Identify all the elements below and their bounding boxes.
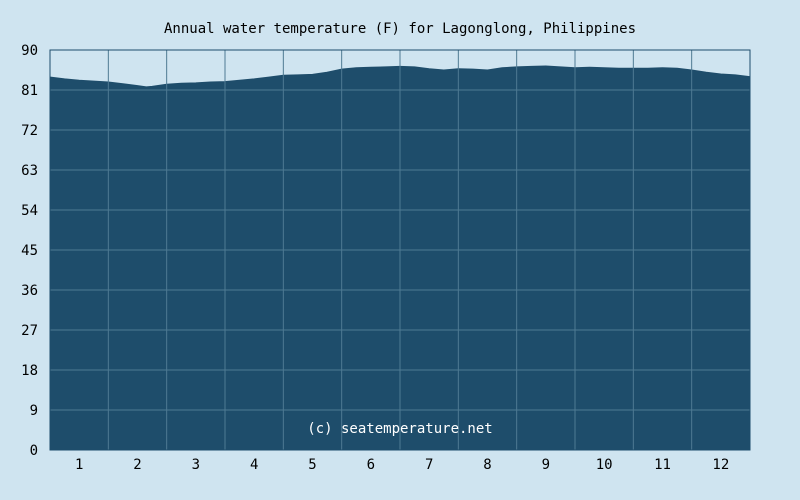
x-tick-label: 9: [542, 457, 550, 473]
y-tick-label: 81: [21, 83, 38, 99]
plot-border: [49, 49, 751, 451]
x-tick-label: 10: [596, 457, 613, 473]
y-tick-label: 27: [21, 323, 38, 339]
y-tick-label: 63: [21, 163, 38, 179]
x-tick-label: 6: [367, 457, 375, 473]
x-tick-label: 1: [75, 457, 83, 473]
x-tick-label: 3: [192, 457, 200, 473]
y-tick-label: 9: [30, 403, 38, 419]
x-tick-label: 12: [712, 457, 729, 473]
y-tick-label: 54: [21, 203, 38, 219]
x-tick-label: 7: [425, 457, 433, 473]
x-tick-label: 4: [250, 457, 258, 473]
x-tick-label: 11: [654, 457, 671, 473]
y-tick-label: 18: [21, 363, 38, 379]
y-tick-label: 0: [30, 443, 38, 459]
chart-credit-annotation: (c) seatemperature.net: [307, 421, 492, 437]
x-tick-label: 2: [133, 457, 141, 473]
chart-title: Annual water temperature (F) for Lagongl…: [164, 21, 636, 37]
y-tick-label: 45: [21, 243, 38, 259]
y-tick-label: 72: [21, 123, 38, 139]
y-tick-label: 36: [21, 283, 38, 299]
y-tick-label: 90: [21, 43, 38, 59]
x-tick-label: 8: [483, 457, 491, 473]
x-tick-label: 5: [308, 457, 316, 473]
